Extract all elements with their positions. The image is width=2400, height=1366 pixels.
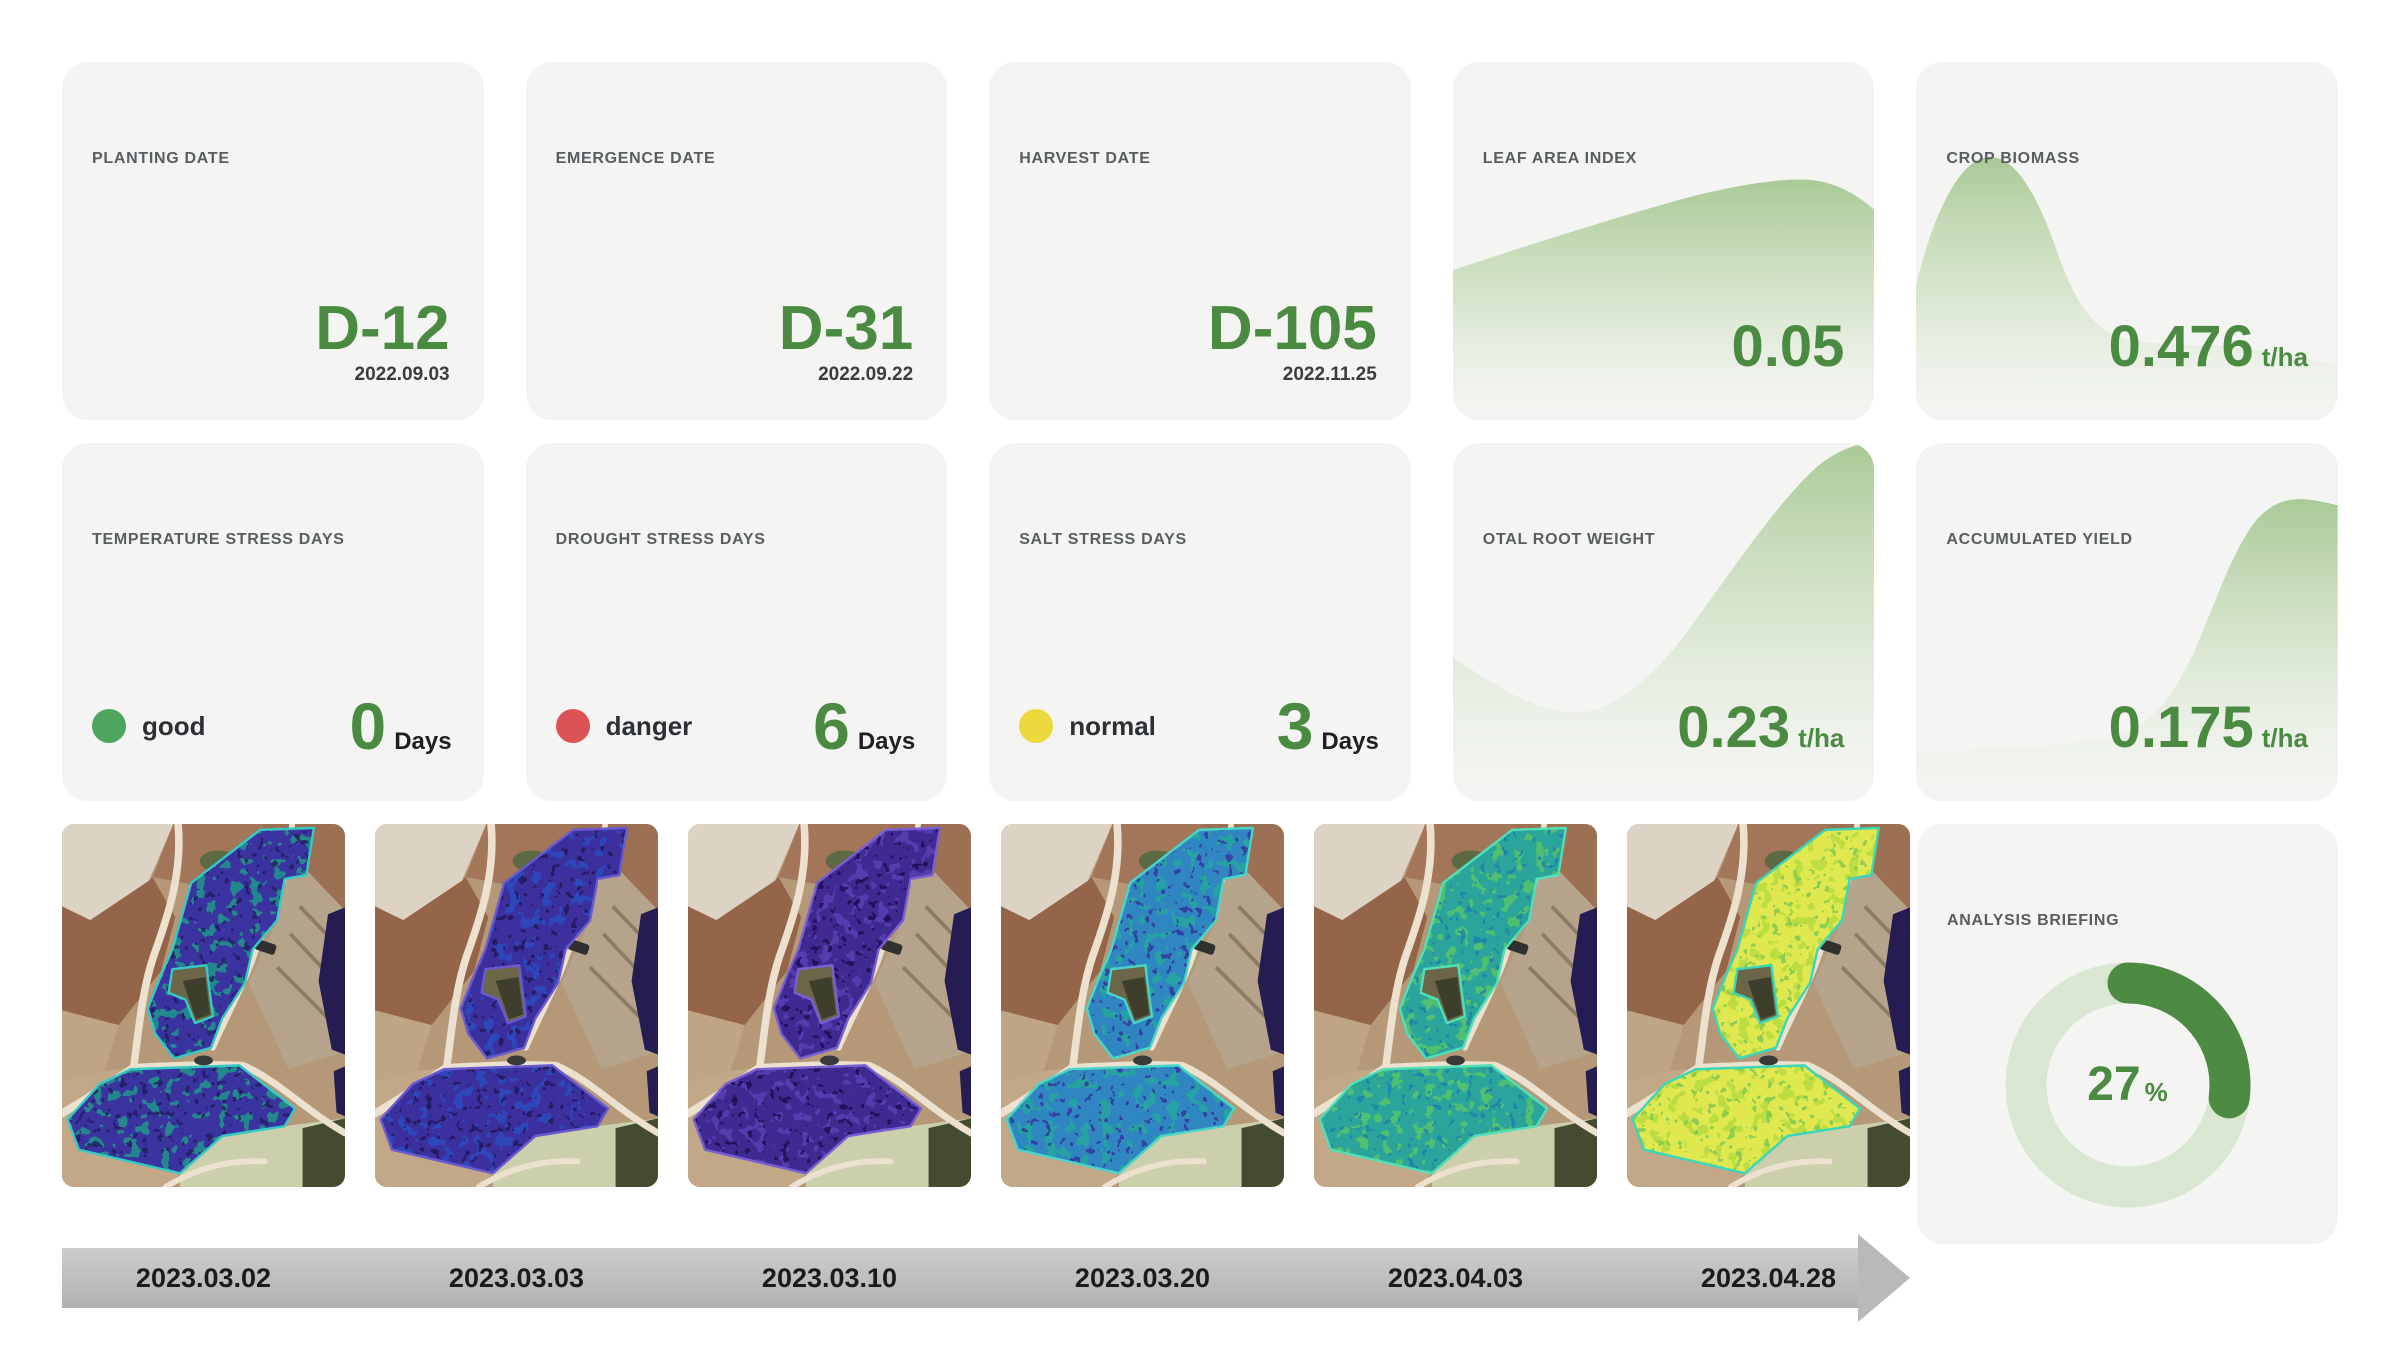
bottom-section: 2023.03.02 2023.03.03 2023.03.10 2023.03.20… (62, 824, 2338, 1322)
salt-days-block: 3 Days (1277, 693, 1379, 759)
harvest-countdown: D-105 (1207, 294, 1377, 363)
field-map-svg (1001, 824, 1284, 1187)
card-title: ACCUMULATED YIELD (1946, 531, 2133, 548)
accumulated-yield-trend-chart (1916, 499, 2338, 801)
accumulated-yield-value-block: 0.175 t/ha (2109, 699, 2308, 757)
card-title: PLANTING DATE (92, 150, 230, 167)
timeline-date: 2023.03.10 (761, 1263, 898, 1293)
field-map-svg (1314, 824, 1597, 1187)
satellite-image[interactable] (1001, 824, 1284, 1187)
card-title: EMERGENCE DATE (555, 150, 716, 167)
temperature-stress-card: TEMPERATURE STRESS DAYS good 0 Days (62, 443, 484, 801)
planting-date-card: PLANTING DATE D-12 2022.09.03 (62, 62, 484, 420)
satellite-image[interactable] (1627, 824, 1910, 1187)
timeline-date: 2023.03.03 (448, 1263, 585, 1293)
dashboard: PLANTING DATE D-12 2022.09.03 EMERGENCE … (62, 62, 2338, 1322)
field-map-svg (688, 824, 971, 1187)
timeline-date: 2023.03.02 (135, 1263, 272, 1293)
status-label: good (142, 710, 206, 741)
temperature-days-value: 0 (349, 689, 387, 763)
card-title: TEMPERATURE STRESS DAYS (92, 531, 345, 548)
days-unit: Days (1321, 728, 1379, 755)
timeline: 2023.03.02 2023.03.03 2023.03.10 2023.03.20… (62, 1234, 1910, 1322)
planting-date-value-block: D-12 2022.09.03 (315, 298, 449, 386)
satellite-timeline-block: 2023.03.02 2023.03.03 2023.03.10 2023.03.20… (62, 824, 1910, 1322)
days-unit: Days (394, 728, 452, 755)
leaf-area-index-card: LEAF AREA INDEX 0.05 (1452, 62, 1875, 420)
satellite-image-row (62, 824, 1910, 1187)
satellite-image[interactable] (62, 824, 345, 1187)
total-root-weight-trend-chart (1452, 443, 1875, 801)
status-dot-danger (555, 709, 590, 743)
field-map-svg (1627, 824, 1910, 1187)
total-root-weight-value-block: 0.23 t/ha (1677, 699, 1844, 757)
planting-date: 2022.09.03 (354, 364, 450, 385)
card-title: DROUGHT STRESS DAYS (555, 531, 766, 548)
satellite-image[interactable] (375, 824, 658, 1187)
analysis-percent-value: 27 (2087, 1058, 2141, 1111)
emergence-countdown: D-31 (778, 294, 914, 363)
card-title: ANALYSIS BRIEFING (1947, 912, 2120, 929)
crop-biomass-trend-chart (1916, 156, 2338, 420)
card-title: SALT STRESS DAYS (1019, 531, 1187, 548)
satellite-image[interactable] (1314, 824, 1597, 1187)
crop-biomass-value: 0.476 (2108, 314, 2254, 379)
days-unit: Days (857, 728, 916, 755)
stat-card-grid: PLANTING DATE D-12 2022.09.03 EMERGENCE … (62, 62, 2338, 801)
salt-days-value: 3 (1276, 689, 1314, 763)
analysis-briefing-card: ANALYSIS BRIEFING 27 % (1917, 824, 2338, 1244)
card-title: OTAL ROOT WEIGHT (1482, 531, 1656, 548)
emergence-date-value-block: D-31 2022.09.22 (779, 298, 913, 386)
timeline-date: 2023.04.28 (1700, 1263, 1837, 1293)
donut-chart-svg (2005, 962, 2250, 1208)
drought-stress-card: DROUGHT STRESS DAYS danger 6 Days (525, 443, 948, 801)
donut-progress-arc (2005, 962, 2250, 1208)
analysis-progress-donut: 27 % (2005, 962, 2251, 1208)
leaf-area-index-value-block: 0.05 (1732, 318, 1845, 376)
salt-stress-card: SALT STRESS DAYS normal 3 Days (989, 443, 1411, 801)
accumulated-yield-value: 0.175 (2108, 695, 2254, 760)
field-map-svg (62, 824, 345, 1187)
crop-biomass-value-block: 0.476 t/ha (2109, 318, 2308, 376)
crop-biomass-card: CROP BIOMASS 0.476 t/ha (1916, 62, 2338, 420)
timeline-labels: 2023.03.02 2023.03.03 2023.03.10 2023.03.20… (62, 1248, 1910, 1308)
status-label: normal (1069, 710, 1156, 741)
drought-status-row: danger 6 Days (555, 693, 915, 759)
harvest-date-value-block: D-105 2022.11.25 (1208, 298, 1377, 386)
temperature-days-block: 0 Days (350, 693, 452, 759)
percent-symbol: % (2144, 1076, 2168, 1107)
total-root-weight-card: OTAL ROOT WEIGHT 0.23 t/ha (1452, 443, 1875, 801)
card-title: CROP BIOMASS (1946, 150, 2080, 167)
total-root-weight-unit: t/ha (1798, 723, 1845, 753)
accumulated-yield-unit: t/ha (2261, 723, 2308, 753)
timeline-date: 2023.04.03 (1387, 1263, 1524, 1293)
planting-countdown: D-12 (315, 294, 450, 363)
status-label: danger (605, 710, 693, 741)
emergence-date-card: EMERGENCE DATE D-31 2022.09.22 (525, 62, 948, 420)
harvest-date: 2022.11.25 (1282, 364, 1377, 385)
leaf-area-index-value: 0.05 (1731, 314, 1845, 379)
drought-days-value: 6 (813, 689, 850, 763)
drought-days-block: 6 Days (813, 693, 915, 759)
harvest-date-card: HARVEST DATE D-105 2022.11.25 (989, 62, 1411, 420)
temperature-status-row: good 0 Days (92, 693, 452, 759)
donut-center-label: 27 % (2005, 962, 2251, 1208)
leaf-area-index-trend-chart (1452, 179, 1875, 420)
salt-status-row: normal 3 Days (1019, 693, 1379, 759)
satellite-image[interactable] (688, 824, 971, 1187)
status-dot-normal (1019, 709, 1054, 743)
total-root-weight-value: 0.23 (1677, 695, 1791, 760)
card-title: LEAF AREA INDEX (1482, 150, 1638, 167)
timeline-arrow (62, 1248, 1858, 1308)
crop-biomass-unit: t/ha (2261, 342, 2308, 372)
status-dot-good (92, 709, 126, 743)
field-map-svg (375, 824, 658, 1187)
timeline-date: 2023.03.20 (1074, 1263, 1211, 1293)
card-title: HARVEST DATE (1019, 150, 1151, 167)
accumulated-yield-card: ACCUMULATED YIELD 0.175 t/ha (1916, 443, 2338, 801)
emergence-date: 2022.09.22 (818, 364, 914, 385)
